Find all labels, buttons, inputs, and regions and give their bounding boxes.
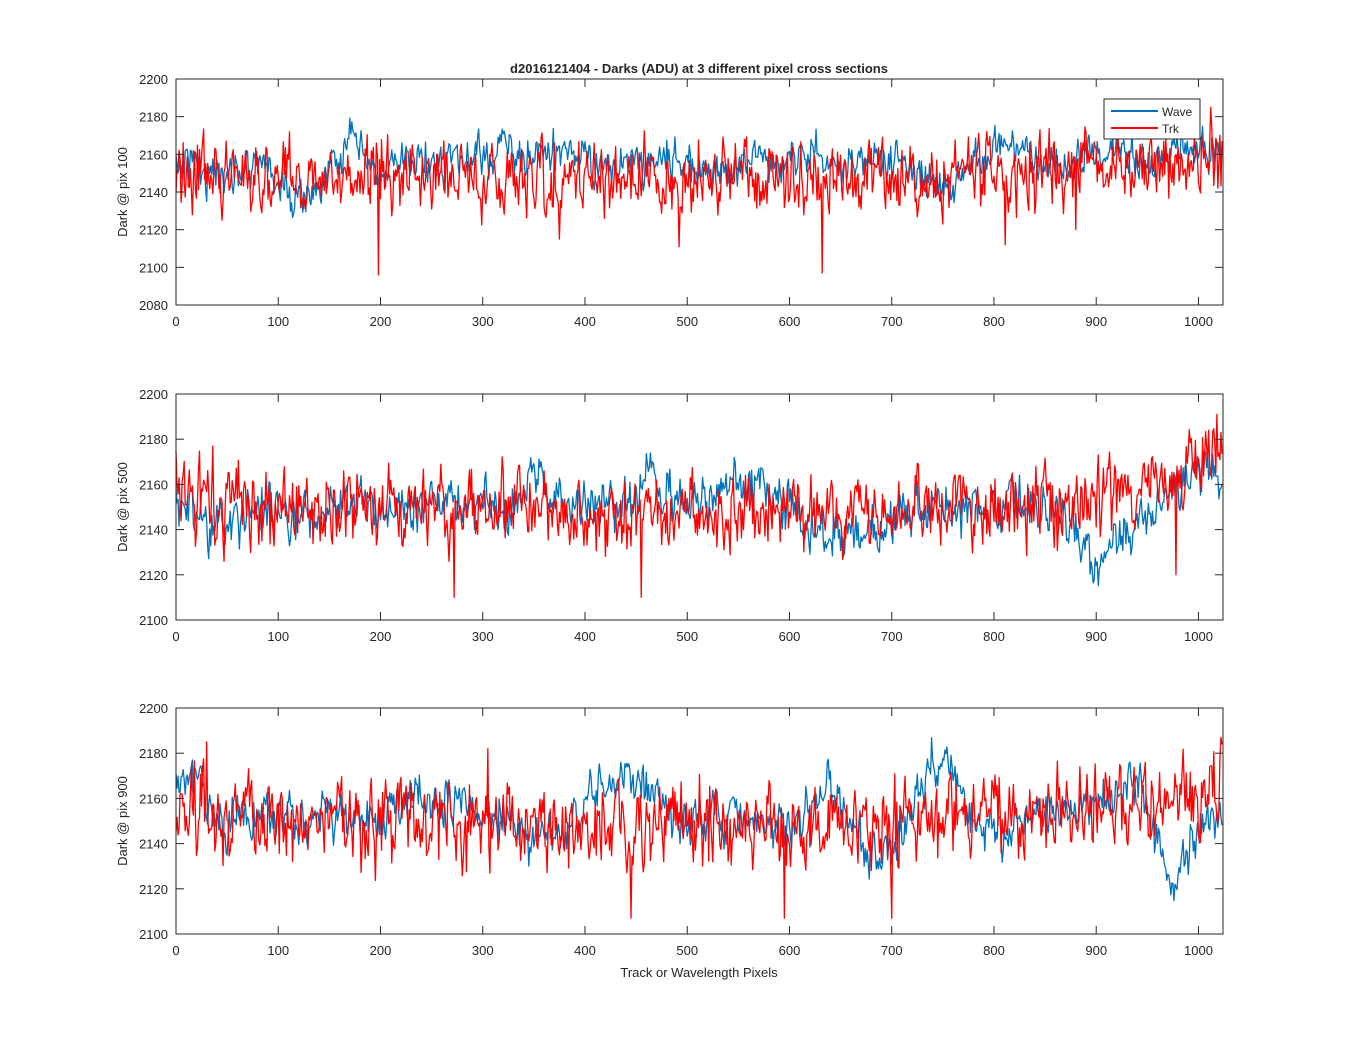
series-line-trk — [175, 736, 1223, 919]
x-tick-label: 400 — [574, 943, 596, 958]
subplot-pix-900: 0 100 200 300 400 500 600 700 800 900 1000 2100 2120… — [115, 701, 1224, 980]
x-tick-label: 0 — [172, 629, 179, 644]
legend-label-wave: Wave — [1162, 105, 1193, 119]
x-tick-label: 500 — [676, 629, 698, 644]
series-line-trk — [175, 106, 1223, 276]
x-tick-label: 200 — [370, 314, 392, 329]
tick-layer: 0 100 200 300 400 500 600 700 800 900 1000 2080 2100… — [139, 72, 1223, 329]
y-tick-label: 2100 — [139, 613, 168, 628]
x-tick-label: 300 — [472, 314, 494, 329]
y-tick-label: 2200 — [139, 72, 168, 87]
y-axis-label: Dark @ pix 100 — [115, 147, 130, 237]
y-axis-label: Dark @ pix 900 — [115, 776, 130, 866]
y-tick-label: 2160 — [139, 477, 168, 492]
x-tick-label: 1000 — [1184, 314, 1213, 329]
x-tick-label: 1000 — [1184, 943, 1213, 958]
y-tick-label: 2140 — [139, 837, 168, 852]
x-tick-label: 200 — [370, 943, 392, 958]
x-tick-label: 1000 — [1184, 629, 1213, 644]
x-tick-label: 700 — [881, 629, 903, 644]
x-tick-label: 600 — [779, 314, 801, 329]
x-tick-label: 700 — [881, 943, 903, 958]
legend: Wave Trk — [1103, 98, 1201, 140]
x-tick-label: 400 — [574, 314, 596, 329]
y-tick-label: 2160 — [139, 147, 168, 162]
axes-box — [175, 393, 1224, 621]
y-tick-label: 2140 — [139, 185, 168, 200]
tick-layer: 0 100 200 300 400 500 600 700 800 900 1000 2100 2120… — [139, 387, 1223, 644]
y-tick-label: 2180 — [139, 746, 168, 761]
x-axis-label: Track or Wavelength Pixels — [620, 965, 778, 980]
legend-box — [1103, 98, 1201, 140]
y-tick-label: 2200 — [139, 387, 168, 402]
x-tick-label: 600 — [779, 629, 801, 644]
y-tick-label: 2120 — [139, 223, 168, 238]
y-tick-label: 2180 — [139, 432, 168, 447]
x-tick-label: 700 — [881, 314, 903, 329]
x-tick-label: 800 — [983, 314, 1005, 329]
y-axis-label: Dark @ pix 500 — [115, 462, 130, 552]
x-tick-label: 300 — [472, 943, 494, 958]
x-tick-label: 100 — [267, 943, 289, 958]
x-tick-label: 900 — [1085, 943, 1107, 958]
x-tick-label: 0 — [172, 943, 179, 958]
series-layer — [175, 106, 1223, 276]
x-tick-label: 200 — [370, 629, 392, 644]
y-tick-label: 2100 — [139, 260, 168, 275]
y-tick-label: 2120 — [139, 568, 168, 583]
chart-title: d2016121404 - Darks (ADU) at 3 different… — [510, 61, 888, 76]
y-tick-label: 2160 — [139, 791, 168, 806]
axes-box — [175, 707, 1224, 935]
x-tick-label: 100 — [267, 629, 289, 644]
legend-label-trk: Trk — [1162, 122, 1180, 136]
y-tick-label: 2080 — [139, 298, 168, 313]
x-tick-label: 500 — [676, 314, 698, 329]
x-tick-label: 900 — [1085, 629, 1107, 644]
x-tick-label: 900 — [1085, 314, 1107, 329]
tick-layer: 0 100 200 300 400 500 600 700 800 900 1000 2100 2120… — [139, 701, 1223, 958]
series-line-trk — [175, 413, 1223, 599]
y-tick-label: 2120 — [139, 882, 168, 897]
y-tick-label: 2180 — [139, 110, 168, 125]
series-layer — [175, 736, 1223, 919]
subplot-pix-500: 0 100 200 300 400 500 600 700 800 900 1000 2100 2120… — [115, 387, 1224, 644]
x-tick-label: 600 — [779, 943, 801, 958]
x-tick-label: 0 — [172, 314, 179, 329]
y-tick-label: 2200 — [139, 701, 168, 716]
x-tick-label: 100 — [267, 314, 289, 329]
x-tick-label: 400 — [574, 629, 596, 644]
series-layer — [175, 413, 1223, 599]
x-tick-label: 800 — [983, 943, 1005, 958]
y-tick-label: 2140 — [139, 523, 168, 538]
x-tick-label: 500 — [676, 943, 698, 958]
x-tick-label: 300 — [472, 629, 494, 644]
x-tick-label: 800 — [983, 629, 1005, 644]
y-tick-label: 2100 — [139, 927, 168, 942]
subplot-pix-100: 0 100 200 300 400 500 600 700 800 900 1000 2080 2100… — [115, 72, 1224, 329]
